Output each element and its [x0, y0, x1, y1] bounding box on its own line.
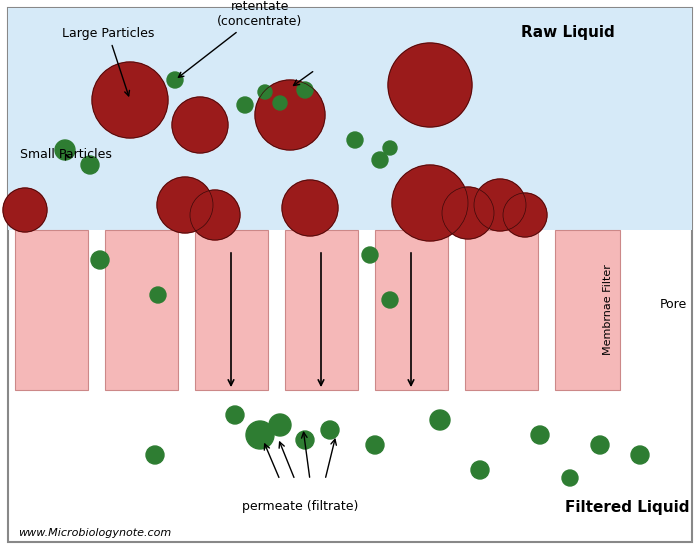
Circle shape — [255, 80, 325, 150]
Bar — [15, 230, 88, 390]
Circle shape — [366, 436, 384, 454]
Circle shape — [282, 180, 338, 236]
Circle shape — [273, 96, 287, 110]
Text: Membrnae Filter: Membrnae Filter — [603, 265, 613, 355]
Circle shape — [362, 247, 378, 263]
Circle shape — [503, 193, 547, 237]
Bar — [285, 230, 358, 390]
Bar — [375, 230, 448, 390]
Bar — [195, 230, 268, 390]
Bar — [465, 230, 538, 390]
Circle shape — [167, 72, 183, 88]
Circle shape — [383, 141, 397, 155]
Text: Raw Liquid: Raw Liquid — [522, 25, 615, 40]
Circle shape — [190, 190, 240, 240]
Circle shape — [297, 82, 313, 98]
Text: Large Particles: Large Particles — [62, 27, 155, 96]
Circle shape — [269, 414, 291, 436]
Circle shape — [146, 446, 164, 464]
Text: www.Microbiologynote.com: www.Microbiologynote.com — [18, 528, 172, 538]
Circle shape — [172, 97, 228, 153]
Circle shape — [531, 426, 549, 444]
Circle shape — [150, 287, 166, 303]
Text: Filtered Liquid: Filtered Liquid — [565, 500, 690, 515]
Circle shape — [474, 179, 526, 231]
Text: Pore: Pore — [660, 299, 687, 311]
Circle shape — [81, 156, 99, 174]
Bar — [555, 230, 620, 390]
Circle shape — [471, 461, 489, 479]
Bar — [8, 8, 692, 230]
Text: retentate
(concentrate): retentate (concentrate) — [178, 0, 302, 78]
Circle shape — [347, 132, 363, 148]
Circle shape — [631, 446, 649, 464]
Circle shape — [91, 251, 109, 269]
Circle shape — [55, 140, 75, 160]
Circle shape — [258, 85, 272, 99]
Circle shape — [430, 410, 450, 430]
Circle shape — [442, 187, 494, 239]
Text: Small Particles: Small Particles — [20, 148, 112, 162]
Circle shape — [237, 97, 253, 113]
Circle shape — [92, 62, 168, 138]
Circle shape — [296, 431, 314, 449]
Circle shape — [226, 406, 244, 424]
Circle shape — [321, 421, 339, 439]
Bar — [105, 230, 178, 390]
Circle shape — [562, 470, 578, 486]
Circle shape — [382, 292, 398, 308]
Circle shape — [246, 421, 274, 449]
Circle shape — [392, 165, 468, 241]
Text: permeate (filtrate): permeate (filtrate) — [241, 500, 358, 513]
Circle shape — [591, 436, 609, 454]
Circle shape — [157, 177, 213, 233]
Circle shape — [372, 152, 388, 168]
Circle shape — [3, 188, 47, 232]
Circle shape — [388, 43, 472, 127]
